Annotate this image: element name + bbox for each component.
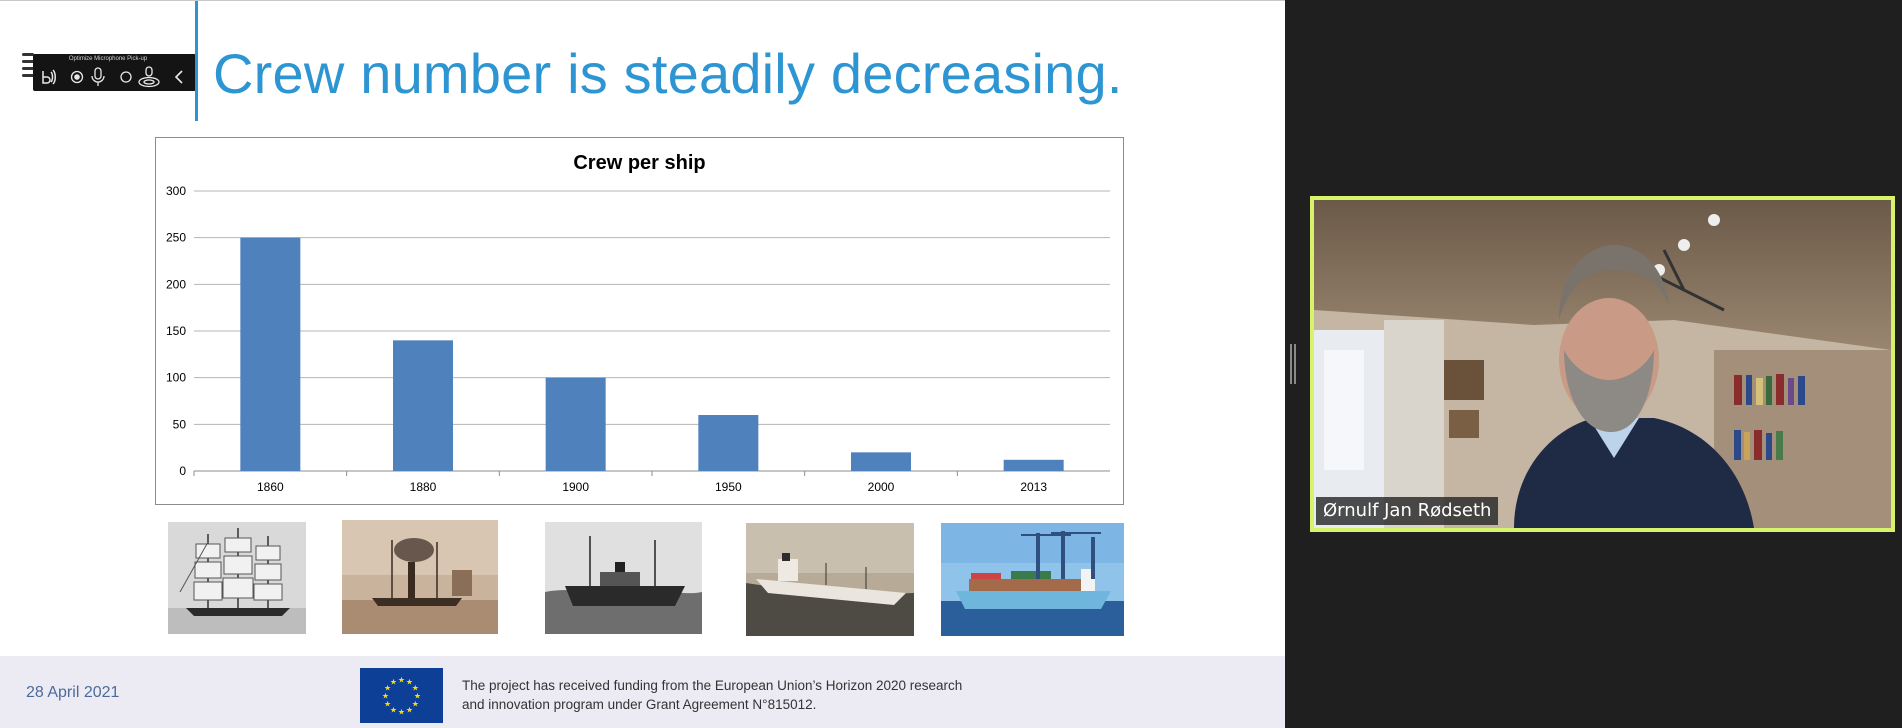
logo-icon [22, 53, 36, 93]
eu-star-icon: ★ [414, 692, 421, 701]
ship-picture-steamship [545, 522, 702, 634]
eu-star-icon: ★ [412, 700, 419, 709]
eu-star-icon: ★ [412, 684, 419, 693]
shared-slide: Optimize Microphone Pick-up Crew number … [0, 0, 1285, 728]
chart-title: Crew per ship [573, 152, 706, 174]
funding-notice-line1: The project has received funding from th… [462, 678, 963, 693]
eu-star-icon: ★ [382, 692, 389, 701]
beamforming-icon[interactable] [39, 67, 59, 87]
x-tick-label: 1880 [410, 480, 437, 494]
radio-empty-icon[interactable] [118, 67, 134, 87]
y-tick-label: 50 [173, 417, 187, 431]
ship-picture-steam-sail [342, 520, 498, 634]
x-tick-label: 2000 [868, 480, 895, 494]
title-accent-bar [195, 1, 198, 121]
funding-notice: The project has received funding from th… [462, 676, 1002, 714]
eu-star-icon: ★ [398, 708, 405, 717]
ship-picture-container-ship [941, 523, 1124, 636]
chart-plot: 0 50 100 150 200 250 300 1860 1880 1900 1950 2000 20… [166, 184, 1110, 494]
radio-selected-icon[interactable] [69, 67, 85, 87]
eu-star-icon: ★ [384, 700, 391, 709]
participant-name-label: Ørnulf Jan Rødseth [1316, 497, 1499, 525]
eu-star-icon: ★ [384, 684, 391, 693]
microphone-pickup-toolbar: Optimize Microphone Pick-up [33, 54, 196, 91]
bar-1900 [545, 377, 606, 471]
footer-date: 28 April 2021 [26, 684, 120, 701]
ship-picture-motor-vessel [746, 523, 914, 636]
room-pickup-icon[interactable] [137, 66, 161, 88]
ship-picture-sailing-frigate [168, 522, 306, 634]
eu-flag-icon: ★ ★ ★ ★ ★ ★ ★ ★ ★ ★ ★ ★ [360, 668, 443, 723]
eu-star-icon: ★ [406, 678, 413, 687]
bar-2000 [851, 452, 911, 471]
microphone-icon[interactable] [89, 67, 107, 87]
y-tick-label: 100 [166, 371, 186, 385]
panel-resize-handle[interactable] [1290, 344, 1296, 384]
funding-notice-line2: and innovation program under Grant Agree… [462, 697, 817, 712]
participant-video [1314, 200, 1891, 528]
x-tick-label: 2013 [1020, 480, 1047, 494]
toolbar-title: Optimize Microphone Pick-up [68, 56, 148, 62]
y-tick-label: 150 [166, 324, 186, 338]
x-tick-label: 1900 [562, 480, 589, 494]
participant-video-tile[interactable] [1310, 196, 1895, 532]
crew-chart: Crew per ship 0 50 100 150 200 250 300 1860 1880… [155, 137, 1124, 505]
y-tick-label: 250 [166, 231, 186, 245]
chevron-left-icon[interactable] [170, 67, 188, 87]
eu-star-icon: ★ [390, 705, 397, 714]
y-tick-label: 300 [166, 184, 186, 198]
y-tick-label: 0 [179, 464, 186, 478]
slide-title: Crew number is steadily decreasing. [213, 42, 1123, 105]
bar-2013 [1003, 459, 1064, 471]
eu-star-icon: ★ [398, 676, 405, 685]
bar-1950 [698, 415, 759, 471]
y-tick-label: 200 [166, 277, 186, 291]
x-tick-label: 1950 [715, 480, 742, 494]
eu-star-icon: ★ [406, 705, 413, 714]
eu-star-icon: ★ [390, 678, 397, 687]
bar-1860 [240, 237, 301, 471]
slide-footer: 28 April 2021 ★ ★ ★ ★ ★ ★ ★ ★ ★ ★ ★ ★ The project h… [0, 656, 1285, 728]
x-tick-label: 1860 [257, 480, 284, 494]
bar-1880 [393, 340, 453, 471]
